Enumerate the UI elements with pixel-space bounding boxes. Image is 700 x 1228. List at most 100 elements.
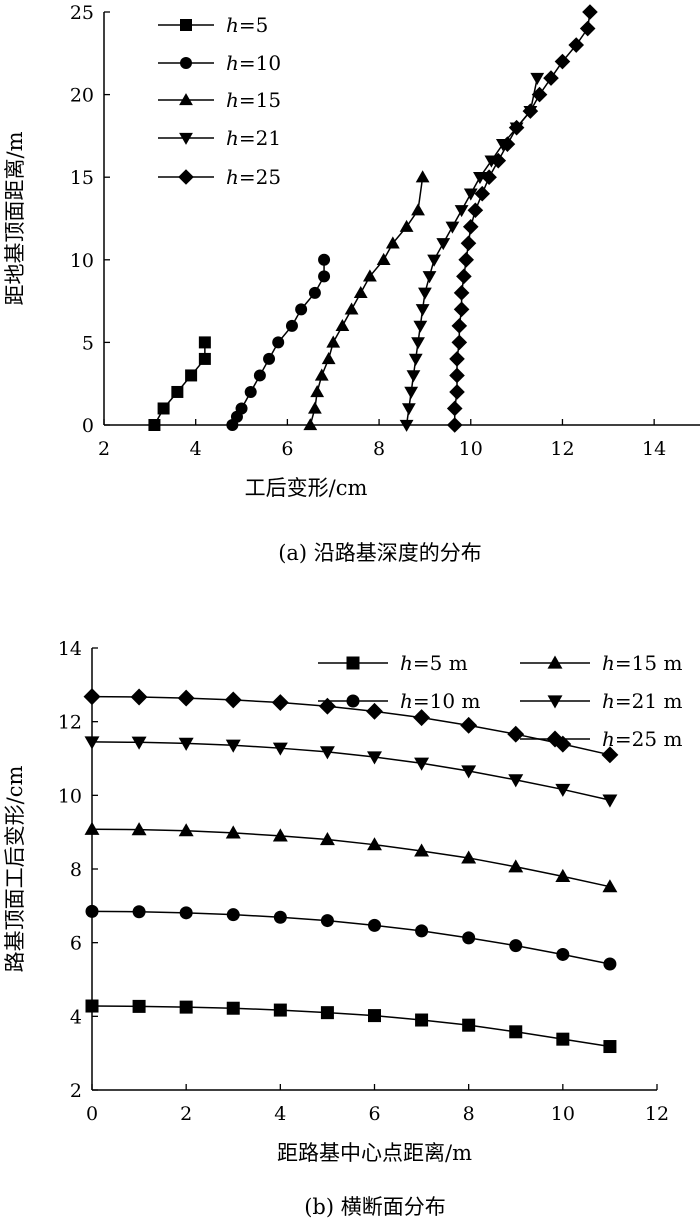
data-point: [404, 386, 419, 399]
chart-a: 2 4 6 8 10 12 14 0 5 10 15 20 25 工后变形/cm 距地基顶面距离/m (a) …: [3, 2, 700, 565]
data-point: [84, 736, 100, 750]
data-point: [235, 402, 248, 415]
data-point: [473, 172, 487, 185]
series-diamond: [83, 688, 619, 764]
data-point: [226, 908, 240, 922]
legend-val: =25: [239, 165, 281, 189]
legend-item-1: h=10 m: [318, 689, 480, 713]
legend-label: h=5: [226, 13, 268, 37]
legend-label: h=10 m: [400, 689, 480, 713]
series-triangle-up: [84, 821, 618, 893]
legend-label: h=5 m: [400, 651, 468, 675]
data-point: [385, 236, 400, 249]
series-diamond: [446, 4, 598, 433]
data-point: [461, 850, 477, 864]
data-point: [399, 419, 414, 432]
data-point: [132, 999, 146, 1013]
data-point: [225, 739, 241, 753]
data-point: [460, 716, 478, 734]
y-tick-label: 10: [70, 250, 94, 272]
legend-circle-icon: [346, 694, 360, 708]
data-point: [474, 185, 491, 202]
series-square: [85, 999, 617, 1054]
x-tick-label: 8: [373, 438, 385, 460]
data-point: [320, 914, 334, 928]
data-point: [446, 417, 463, 433]
data-point: [508, 119, 525, 136]
chart-caption: (a) 沿路基深度的分布: [278, 541, 482, 565]
legend-val: =5: [239, 13, 268, 37]
legend-item-3: h=21 m: [520, 689, 682, 713]
data-point: [224, 691, 242, 709]
data-point: [148, 419, 161, 431]
legend-item-0: h=5: [158, 13, 268, 37]
data-point: [522, 103, 539, 119]
legend-diamond-icon: [546, 730, 564, 748]
data-point: [556, 1032, 570, 1046]
legend: h=5h=10h=15h=21h=25: [158, 13, 281, 189]
data-point: [458, 252, 474, 268]
legend-item-2: h=15: [158, 88, 281, 112]
data-point: [415, 304, 430, 317]
data-point: [543, 70, 559, 86]
legend-label: h=15: [226, 88, 281, 112]
data-point: [406, 370, 421, 383]
x-tick-label: 2: [180, 1103, 192, 1125]
x-tick-label: 2: [98, 438, 110, 460]
y-tick-label: 6: [70, 933, 82, 955]
data-point: [481, 169, 497, 185]
data-point: [132, 905, 146, 919]
y-axis-label: 路基顶面工后变形/cm: [3, 766, 27, 973]
data-point: [463, 188, 478, 201]
data-point: [319, 832, 335, 846]
legend-label: h=25: [226, 165, 281, 189]
legend-square-icon: [346, 656, 360, 670]
data-point: [427, 254, 441, 267]
legend-item-3: h=21: [158, 126, 281, 150]
data-point: [83, 688, 101, 706]
y-tick-label: 8: [70, 859, 82, 881]
data-point: [530, 72, 545, 85]
data-point: [177, 689, 195, 707]
data-point: [436, 238, 451, 251]
data-point: [449, 351, 465, 367]
data-point: [413, 320, 428, 333]
data-point: [185, 369, 198, 382]
legend-label: h=21: [226, 126, 281, 150]
legend-val: =25 m: [615, 727, 683, 751]
data-point: [178, 737, 194, 751]
legend-label: h=25 m: [602, 727, 682, 751]
data-point: [415, 924, 429, 938]
series-circle: [226, 253, 331, 431]
chart-b: 0 2 4 6 8 10 122468101214距路基中心点距离/m路基顶面工后变形/cm…: [3, 638, 682, 1219]
data-point: [368, 918, 381, 932]
data-point: [84, 821, 100, 835]
data-point: [462, 1018, 476, 1032]
data-point: [272, 742, 288, 756]
legend-var: h: [226, 88, 239, 112]
data-point: [363, 269, 377, 282]
data-point: [273, 1003, 287, 1017]
data-point: [554, 53, 571, 70]
data-point: [568, 37, 585, 53]
series-line: [453, 11, 591, 425]
data-point: [418, 287, 432, 300]
legend-circle-icon: [180, 57, 192, 69]
data-point: [318, 697, 336, 715]
data-point: [449, 367, 465, 384]
data-point: [422, 271, 437, 284]
series-triangle-up: [303, 170, 430, 431]
data-point: [344, 302, 359, 315]
data-point: [415, 1013, 429, 1027]
legend-val: =15: [239, 88, 281, 112]
y-tick-label: 2: [70, 1080, 82, 1102]
data-point: [318, 270, 331, 283]
data-point: [285, 319, 298, 332]
x-tick-label: 6: [281, 438, 293, 460]
series-line: [91, 741, 611, 801]
series-triangle-down: [84, 736, 618, 808]
data-point: [555, 868, 571, 882]
legend-var: h: [226, 13, 239, 37]
legend-triangle-up-icon: [547, 655, 563, 669]
data-point: [376, 252, 391, 265]
